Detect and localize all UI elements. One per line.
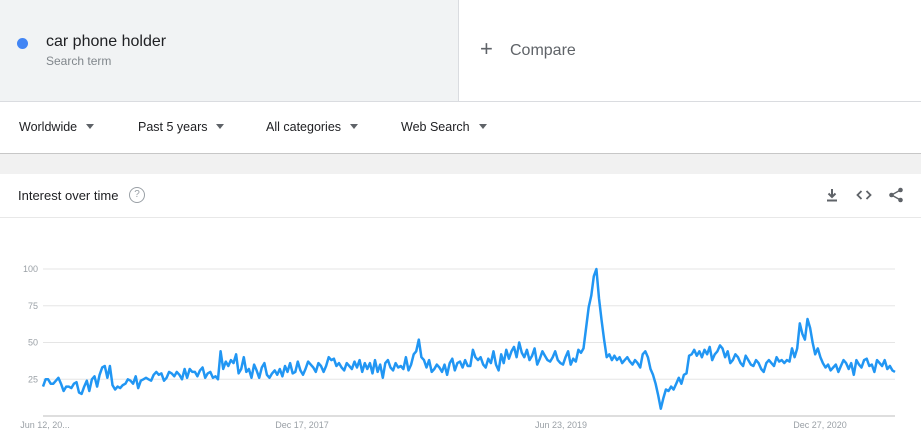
x-tick-label: Dec 27, 2020	[793, 420, 847, 430]
filter-geo-dropdown[interactable]: Worldwide	[19, 120, 95, 134]
chart-y-axis: 25 50 75 100	[23, 264, 38, 384]
plus-icon: +	[480, 36, 493, 61]
series-line	[41, 267, 896, 410]
search-term-card[interactable]: car phone holder Search term	[0, 0, 459, 101]
caret-down-icon	[216, 124, 225, 130]
filter-time-dropdown[interactable]: Past 5 years	[138, 120, 225, 134]
filter-category-label: All categories	[266, 120, 342, 134]
chart-gridlines	[43, 268, 895, 417]
y-tick-label: 100	[23, 264, 38, 274]
section-divider	[0, 154, 921, 174]
filter-property-dropdown[interactable]: Web Search	[401, 120, 487, 134]
filters-bar: Worldwide Past 5 years All categories We…	[0, 102, 921, 154]
x-tick-label: Jun 12, 20...	[20, 420, 70, 430]
interest-over-time-card: Interest over time ? 25 50 75 100 Jun 12, 2…	[0, 174, 921, 448]
help-circle-icon[interactable]: ?	[129, 187, 145, 203]
card-title: Interest over time	[18, 188, 119, 203]
compare-button[interactable]: + Compare	[459, 0, 921, 101]
card-header: Interest over time ?	[0, 174, 921, 218]
caret-down-icon	[350, 124, 359, 130]
series-color-dot	[17, 38, 28, 49]
download-icon[interactable]	[823, 186, 841, 204]
caret-down-icon	[86, 124, 95, 130]
chart-x-axis: Jun 12, 20... Dec 17, 2017 Jun 23, 2019 Dec…	[20, 420, 847, 430]
search-term-title: car phone holder	[46, 33, 167, 50]
y-tick-label: 25	[28, 374, 38, 384]
term-header: car phone holder Search term + Compare	[0, 0, 921, 102]
filter-geo-label: Worldwide	[19, 120, 78, 134]
y-tick-label: 75	[28, 301, 38, 311]
filter-property-label: Web Search	[401, 120, 470, 134]
x-tick-label: Jun 23, 2019	[535, 420, 587, 430]
compare-label: Compare	[510, 42, 576, 59]
filter-time-label: Past 5 years	[138, 120, 208, 134]
caret-down-icon	[478, 124, 487, 130]
share-icon[interactable]	[887, 186, 905, 204]
embed-code-icon[interactable]	[855, 186, 873, 204]
filter-category-dropdown[interactable]: All categories	[266, 120, 359, 134]
y-tick-label: 50	[28, 338, 38, 348]
interest-line-chart: 25 50 75 100 Jun 12, 20... Dec 17, 2017 Jun 2…	[20, 264, 896, 430]
search-term-subtitle: Search term	[46, 54, 112, 68]
x-tick-label: Dec 17, 2017	[275, 420, 329, 430]
